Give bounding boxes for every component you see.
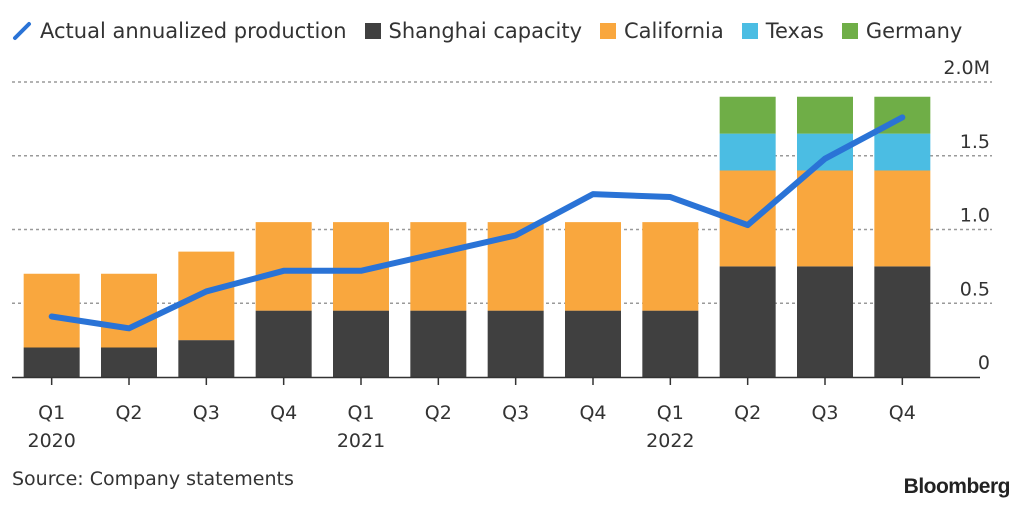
axes: 0 0.5 1.0 1.5 2.0M Q1 2020 Q2 Q3 Q4 Q1 2021 Q2 Q3 Q4 Q1…: [12, 57, 990, 452]
bar-segment-shanghai: [797, 266, 853, 377]
production-line: [48, 114, 906, 332]
x-tick-label-year: 2022: [646, 430, 694, 452]
bar-stack: [101, 273, 157, 377]
x-tick-label-quarter: Q3: [502, 402, 529, 424]
legend-label: Texas: [765, 19, 824, 43]
legend-item-actual-production: Actual annualized production: [12, 19, 347, 43]
bar-stack: [178, 251, 235, 377]
y-tick-label: 2.0M: [943, 57, 990, 79]
bar-stack: [255, 222, 312, 377]
y-tick-label: 1.0: [960, 205, 990, 227]
x-tick-label-year: 2021: [337, 430, 385, 452]
bar-segment-shanghai: [333, 310, 389, 377]
production-line-path: [48, 114, 906, 332]
legend-label: California: [624, 19, 724, 43]
bar-stack: [642, 222, 699, 377]
bar-segment-shanghai: [178, 340, 235, 377]
x-tick-label-quarter: Q4: [889, 402, 916, 424]
y-tick-label: 0: [978, 352, 990, 374]
bar-segment-california: [410, 222, 467, 311]
bar-stack: [410, 222, 467, 377]
x-tick-label-quarter: Q4: [579, 402, 606, 424]
bar-segment-shanghai: [101, 347, 157, 377]
x-tick-label-quarter: Q1: [38, 402, 65, 424]
x-tick-label-quarter: Q2: [115, 402, 142, 424]
x-tick-label-quarter: Q1: [657, 402, 684, 424]
bar-segment-shanghai: [255, 310, 312, 377]
color-swatch-icon: [841, 23, 858, 39]
color-swatch-icon: [364, 23, 381, 39]
bar-segment-california: [565, 222, 621, 311]
bar-stack: [565, 222, 621, 377]
bars: [23, 96, 931, 377]
y-tick-label: 1.5: [960, 131, 990, 153]
bar-segment-shanghai: [410, 310, 467, 377]
bar-segment-texas: [797, 133, 853, 171]
x-tick-label-quarter: Q3: [193, 402, 220, 424]
bar-segment-california: [642, 222, 699, 311]
bar-segment-shanghai: [487, 310, 544, 377]
bar-stack: [874, 96, 931, 377]
bar-segment-shanghai: [642, 310, 699, 377]
legend-item-shanghai: Shanghai capacity: [364, 19, 583, 43]
x-tick-label-quarter: Q3: [811, 402, 838, 424]
x-tick-label-year: 2020: [27, 430, 75, 452]
legend-label: Actual annualized production: [40, 19, 347, 43]
bar-segment-shanghai: [565, 310, 621, 377]
color-swatch-icon: [600, 23, 617, 39]
x-tick-label-quarter: Q4: [270, 402, 297, 424]
legend-label: Shanghai capacity: [388, 19, 583, 43]
line-swatch-icon: [13, 22, 31, 40]
bar-segment-california: [23, 273, 80, 348]
bar-stack: [719, 96, 776, 377]
bar-segment-shanghai: [874, 266, 931, 377]
bar-segment-texas: [874, 133, 931, 171]
chart-legend: Actual annualized production Shanghai ca…: [12, 16, 980, 46]
legend-item-germany: Germany: [841, 19, 963, 43]
bar-segment-germany: [719, 96, 776, 134]
bloomberg-logo: Bloomberg: [903, 475, 1011, 498]
bar-stack: [487, 222, 544, 377]
bar-stack: [23, 273, 80, 377]
legend-label: Germany: [865, 19, 963, 43]
bar-stack: [797, 96, 853, 377]
legend-item-texas: Texas: [741, 19, 824, 43]
source-note: Source: Company statements: [12, 468, 294, 490]
bar-segment-shanghai: [719, 266, 776, 377]
bar-segment-california: [797, 170, 853, 267]
x-tick-label-quarter: Q2: [734, 402, 761, 424]
bar-segment-california: [101, 273, 157, 348]
stacked-bar-line-chart: 0 0.5 1.0 1.5 2.0M Q1 2020 Q2 Q3 Q4 Q1 2021 Q2 Q3 Q4 Q1…: [12, 57, 992, 452]
y-tick-label: 0.5: [960, 278, 990, 300]
bar-segment-shanghai: [23, 347, 80, 377]
x-tick-label-quarter: Q1: [347, 402, 374, 424]
color-swatch-icon: [741, 23, 758, 39]
bar-segment-california: [874, 170, 931, 267]
bar-stack: [333, 222, 389, 377]
bar-segment-texas: [719, 133, 776, 171]
x-tick-label-quarter: Q2: [425, 402, 452, 424]
bar-segment-california: [178, 251, 235, 341]
bar-segment-california: [255, 222, 312, 311]
bar-segment-germany: [797, 96, 853, 134]
legend-item-california: California: [600, 19, 724, 43]
